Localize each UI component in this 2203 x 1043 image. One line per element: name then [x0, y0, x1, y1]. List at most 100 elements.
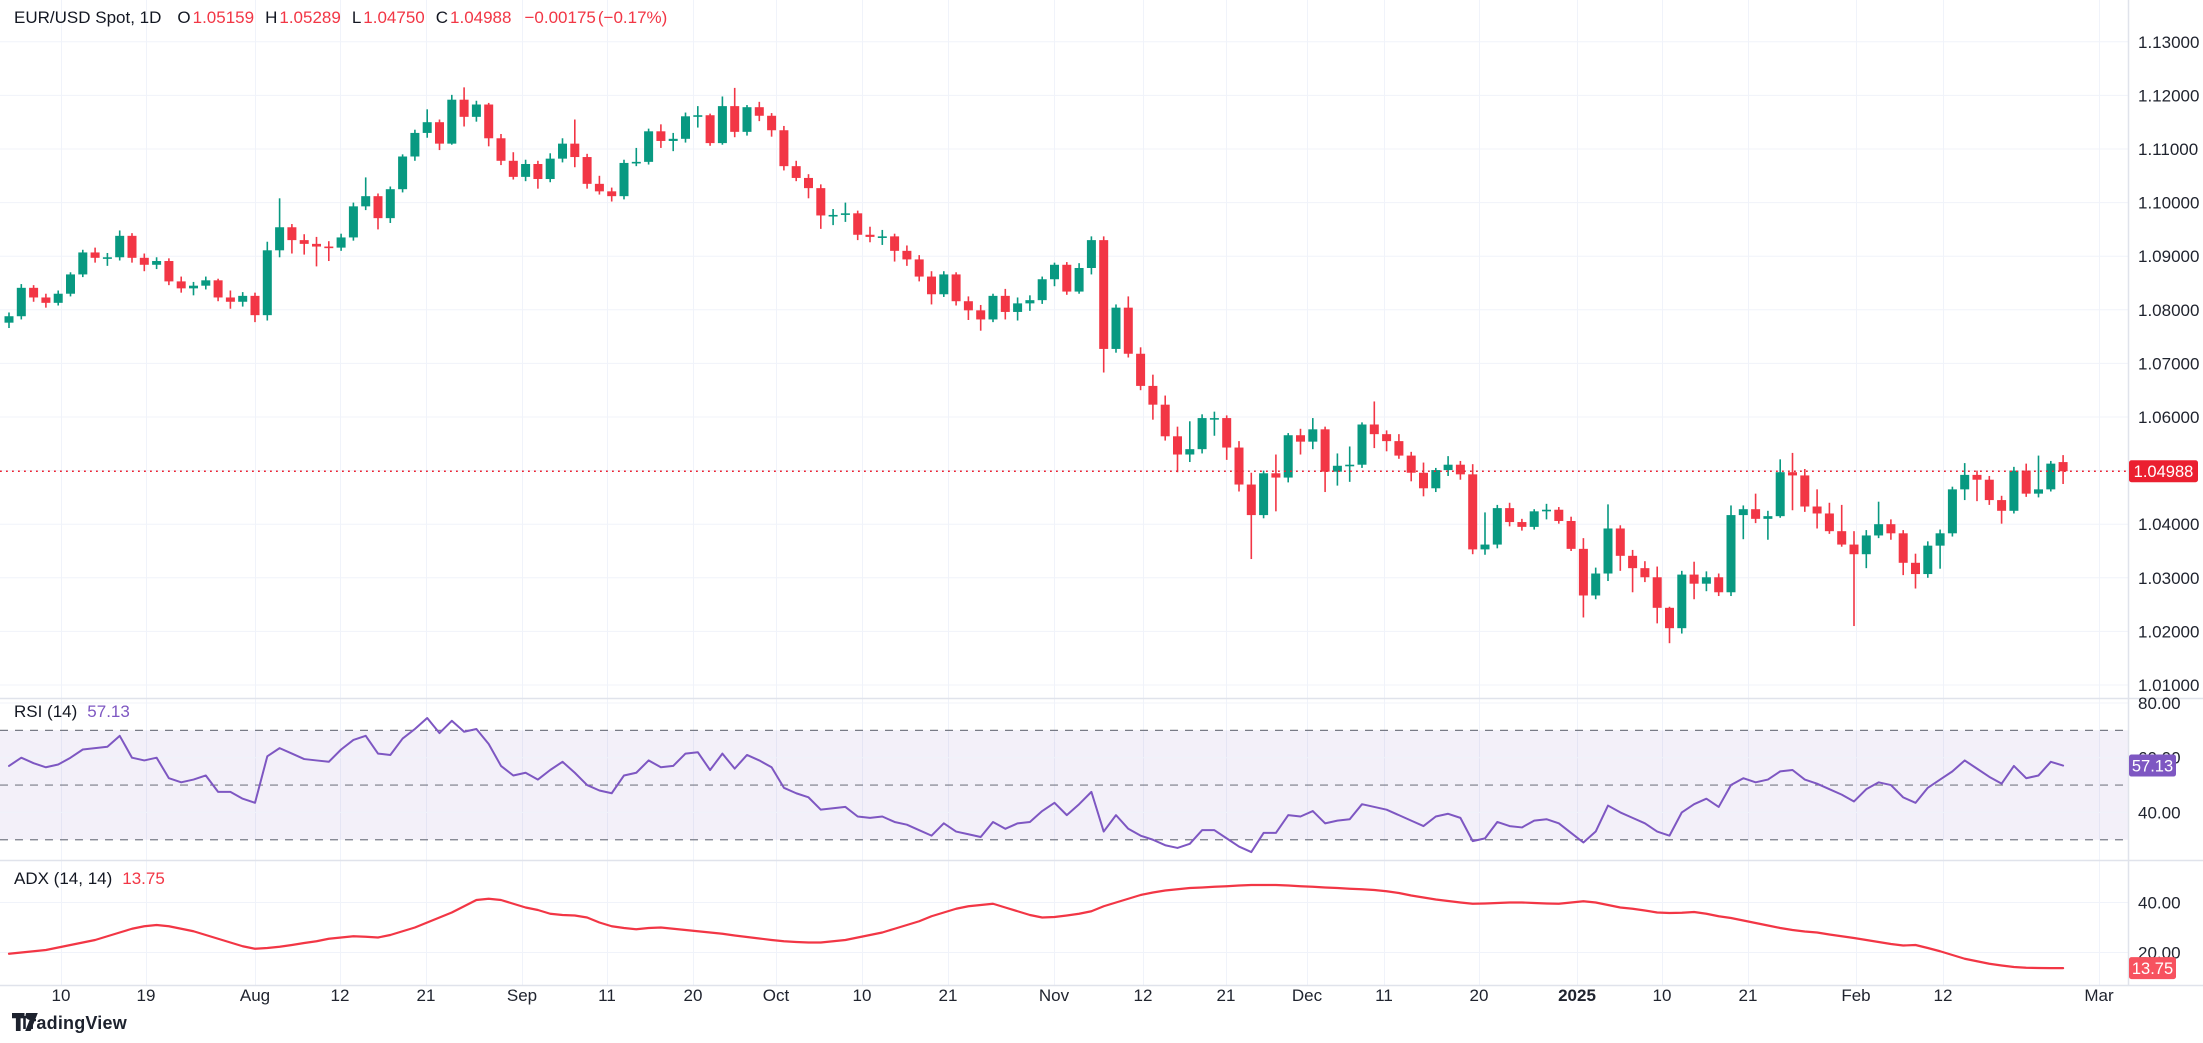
candle-body	[1640, 568, 1650, 578]
candle-wick	[574, 119, 576, 168]
candle-body	[1935, 533, 1945, 546]
candle-body	[1160, 404, 1170, 437]
candle-wick	[2037, 455, 2040, 498]
svg-text:11: 11	[1375, 986, 1393, 1005]
candle-body	[1960, 474, 1970, 490]
svg-text:21: 21	[417, 986, 436, 1005]
candle-body	[1099, 240, 1109, 349]
candle-body	[521, 164, 531, 177]
svg-text:19: 19	[137, 986, 156, 1005]
svg-text:40.00: 40.00	[2138, 803, 2181, 822]
symbol-legend: EUR/USD Spot, 1D O 1.05159 H 1.05289 L 1.04…	[14, 8, 667, 28]
candle-body	[1738, 509, 1748, 516]
candle-body	[791, 166, 801, 178]
candle-body	[2034, 489, 2043, 494]
candle-body	[471, 104, 481, 117]
candle-body	[767, 115, 777, 131]
candle-body	[1714, 577, 1724, 593]
candle-wick	[303, 234, 305, 255]
candle-body	[312, 243, 321, 247]
svg-text:1.10000: 1.10000	[2138, 194, 2199, 213]
candle-body	[1320, 429, 1330, 472]
candle-body	[1886, 524, 1896, 534]
candle-body	[607, 191, 617, 197]
svg-text:Nov: Nov	[1039, 986, 1070, 1005]
candle-body	[1050, 264, 1059, 280]
candle-body	[1086, 240, 1096, 268]
candle-wick	[1939, 529, 1941, 569]
candle-body	[373, 196, 383, 219]
candle-body	[545, 158, 555, 180]
candle-body	[361, 196, 371, 207]
symbol-title[interactable]: EUR/USD Spot, 1D	[14, 8, 162, 27]
candle-body	[1394, 441, 1404, 456]
candle-wick	[869, 226, 871, 243]
candle-body	[1603, 528, 1613, 574]
candle-body	[1837, 531, 1847, 545]
adx-value-badge: 13.75	[2129, 957, 2176, 980]
candle-body	[90, 252, 100, 258]
rsi-label[interactable]: RSI (14)	[14, 702, 78, 721]
price-axis[interactable]	[2128, 0, 2203, 985]
rsi-pane	[0, 702, 2128, 841]
candle-body	[1296, 435, 1305, 442]
candle-body	[213, 280, 223, 298]
candle-body	[164, 261, 174, 282]
svg-text:21: 21	[939, 986, 958, 1005]
rsi-value-badge: 57.13	[2129, 754, 2176, 777]
candle-wick	[672, 132, 674, 152]
candle-body	[828, 214, 838, 217]
candle-body	[1123, 307, 1133, 354]
candle-body	[1074, 267, 1084, 292]
price-change-pct: (−0.17%)	[597, 8, 668, 27]
candle-wick	[1189, 421, 1191, 463]
candle-wick	[697, 106, 699, 128]
candle-body	[1591, 573, 1601, 596]
candle-body	[1468, 474, 1478, 550]
svg-text:12: 12	[1934, 986, 1953, 1005]
candle-body	[115, 235, 125, 258]
price-gridlines	[0, 41, 2128, 686]
svg-text:Aug: Aug	[240, 986, 270, 1005]
candle-body	[53, 293, 63, 303]
svg-text:2025: 2025	[1558, 986, 1596, 1005]
svg-text:10: 10	[52, 986, 71, 1005]
candle-body	[435, 122, 444, 144]
svg-text:1.13000: 1.13000	[2138, 33, 2199, 52]
candle-body	[152, 261, 162, 265]
candle-body	[1505, 508, 1515, 523]
candle-body	[1677, 574, 1687, 629]
candle-body	[668, 138, 678, 141]
candle-body	[1923, 545, 1933, 575]
candle-body	[299, 240, 309, 244]
candle-body	[558, 143, 567, 159]
candle-body	[4, 316, 14, 323]
candle-body	[1689, 574, 1699, 584]
candle-body	[927, 276, 936, 295]
candle-wick	[192, 281, 195, 296]
rsi-value: 57.13	[87, 702, 130, 721]
candle-body	[225, 297, 235, 302]
candle-body	[1283, 435, 1293, 478]
candle-body	[890, 236, 900, 251]
svg-text:21: 21	[1739, 986, 1758, 1005]
candle-body	[877, 236, 887, 238]
ohlc-close: C 1.04988	[435, 8, 512, 27]
candle-body	[447, 99, 457, 144]
candle-body	[1259, 473, 1269, 516]
candle-body	[914, 259, 924, 277]
candle-body	[201, 280, 211, 286]
candle-body	[865, 234, 875, 237]
tradingview-logo[interactable]: TradingView	[12, 1013, 127, 1034]
candle-body	[1812, 506, 1822, 514]
candle-wick	[1742, 505, 1745, 540]
time-axis[interactable]	[0, 985, 2203, 1013]
candle-wick	[364, 177, 367, 211]
candle-wick	[1213, 411, 1216, 436]
adx-line	[7, 883, 2065, 970]
svg-text:21: 21	[1217, 986, 1236, 1005]
candle-wick	[1275, 454, 1277, 512]
adx-label[interactable]: ADX (14, 14)	[14, 869, 113, 888]
